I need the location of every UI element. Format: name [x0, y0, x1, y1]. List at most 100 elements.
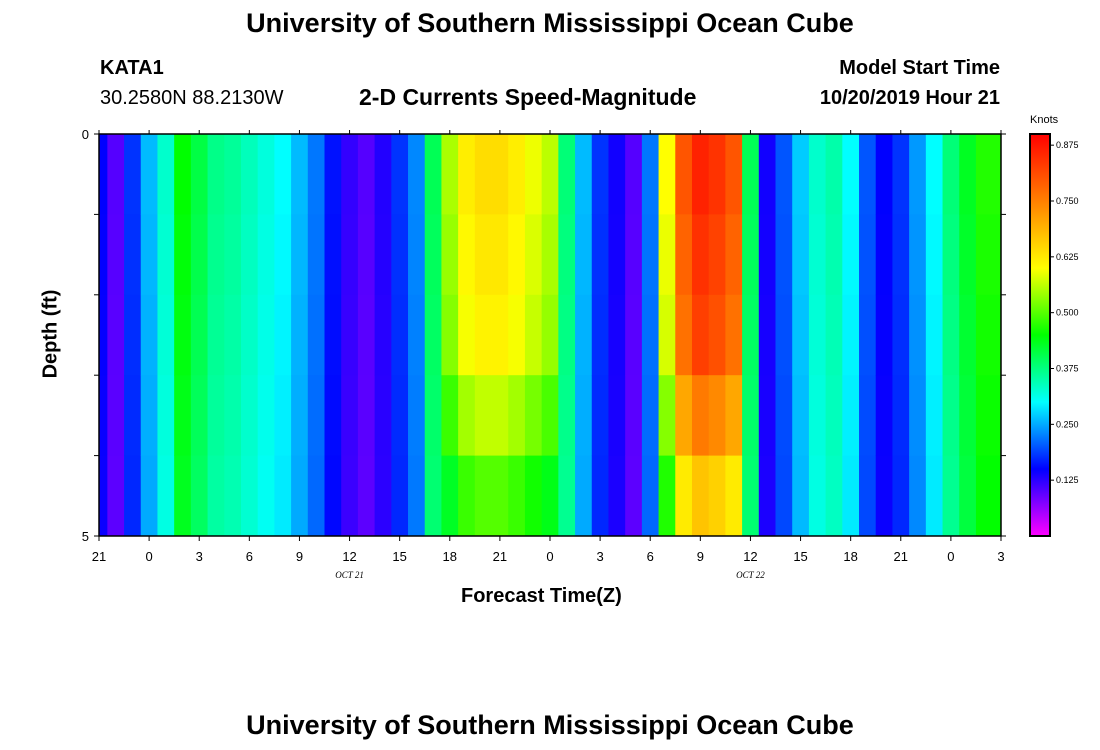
heatmap-cell	[708, 294, 726, 376]
heatmap-cell	[925, 214, 943, 296]
heatmap-cell	[107, 294, 125, 376]
heatmap-cell	[675, 375, 693, 456]
heatmap-cell	[942, 455, 960, 537]
heatmap-cell	[909, 375, 927, 456]
heatmap-cell	[725, 214, 743, 296]
x-tick-label: 6	[246, 549, 253, 564]
heatmap-cell	[508, 455, 526, 537]
heatmap-cell	[524, 294, 543, 376]
heatmap-cell	[558, 294, 576, 376]
heatmap-cell	[591, 214, 609, 296]
heatmap-cell	[859, 214, 877, 296]
heatmap-cell	[424, 214, 442, 296]
heatmap-cell	[691, 214, 710, 296]
heatmap-cell	[758, 455, 776, 537]
heatmap-cell	[99, 214, 108, 296]
heatmap-cell	[174, 375, 192, 456]
heatmap-cell	[107, 375, 125, 456]
heatmap-cell	[875, 455, 893, 537]
heatmap-cell	[708, 455, 726, 537]
heatmap-cell	[541, 214, 559, 296]
heatmap-cell	[591, 375, 609, 456]
heatmap-cell	[658, 455, 676, 537]
x-tick-label: 0	[947, 549, 954, 564]
heatmap-cell	[775, 455, 793, 537]
heatmap-cell	[892, 214, 910, 296]
heatmap-cell	[608, 134, 626, 215]
x-tick-label: 21	[493, 549, 507, 564]
heatmap-cell	[324, 375, 342, 456]
heatmap-cell	[240, 375, 259, 456]
heatmap-cell	[658, 375, 676, 456]
heatmap-cell	[474, 134, 492, 215]
heatmap-cell	[625, 134, 643, 215]
heatmap-cell	[808, 214, 827, 296]
heatmap-cell	[608, 375, 626, 456]
heatmap-cell	[324, 455, 342, 537]
heatmap-cell	[324, 294, 342, 376]
heatmap-cell	[892, 294, 910, 376]
heatmap-cell	[625, 455, 643, 537]
x-tick-label: 3	[596, 549, 603, 564]
heatmap-cell	[307, 294, 325, 376]
heatmap-cell	[825, 214, 843, 296]
heatmap-cell	[174, 134, 192, 215]
heatmap-cell	[608, 455, 626, 537]
heatmap-cell	[324, 214, 342, 296]
heatmap-cell	[240, 294, 259, 376]
heatmap-cell	[775, 294, 793, 376]
heatmap-cell	[408, 214, 426, 296]
heatmap-cell	[524, 134, 543, 215]
heatmap-cell	[658, 214, 676, 296]
heatmap-cell	[458, 134, 476, 215]
heatmap-cell	[541, 375, 559, 456]
heatmap-cell	[124, 134, 142, 215]
heatmap-cell	[792, 134, 810, 215]
heatmap-cell	[391, 214, 409, 296]
heatmap-cell	[341, 294, 359, 376]
heatmap-cell	[691, 134, 710, 215]
heatmap-cell	[641, 214, 659, 296]
heatmap-cell	[157, 214, 175, 296]
heatmap-cell	[725, 455, 743, 537]
x-tick-label: 15	[793, 549, 807, 564]
heatmap-cell	[124, 294, 142, 376]
x-date-label: OCT 21	[335, 570, 364, 580]
heatmap-cell	[875, 214, 893, 296]
heatmap-cell	[374, 455, 392, 537]
heatmap-cell	[224, 294, 242, 376]
x-tick-label: 21	[894, 549, 908, 564]
colorbar-tick-label: 0.125	[1056, 475, 1079, 485]
heatmap-cell	[357, 214, 376, 296]
heatmap-cell	[558, 214, 576, 296]
heatmap-cell	[174, 294, 192, 376]
heatmap-cell	[842, 294, 860, 376]
heatmap-cell	[441, 214, 459, 296]
heatmap-cell	[859, 375, 877, 456]
heatmap-cell	[808, 375, 827, 456]
heatmap-cell	[140, 214, 158, 296]
heatmap-cell	[174, 455, 192, 537]
heatmap-cell	[992, 455, 1002, 537]
heatmap-cell	[575, 134, 593, 215]
heatmap-cell	[925, 134, 943, 215]
x-date-label: OCT 22	[736, 570, 765, 580]
heatmap-cell	[758, 134, 776, 215]
heatmap-cell	[641, 455, 659, 537]
heatmap-cell	[959, 134, 977, 215]
heatmap-cell	[842, 214, 860, 296]
heatmap-cell	[575, 294, 593, 376]
heatmap-cell	[157, 455, 175, 537]
heatmap-cell	[942, 294, 960, 376]
heatmap-cell	[508, 294, 526, 376]
heatmap-cell	[307, 455, 325, 537]
heatmap-cell	[474, 375, 492, 456]
heatmap-cell	[257, 455, 275, 537]
heatmap-cell	[257, 375, 275, 456]
heatmap-cell	[341, 375, 359, 456]
colorbar-unit: Knots	[1030, 114, 1059, 126]
heatmap-cell	[558, 455, 576, 537]
heatmap-cell	[742, 375, 760, 456]
heatmap-cell	[909, 214, 927, 296]
